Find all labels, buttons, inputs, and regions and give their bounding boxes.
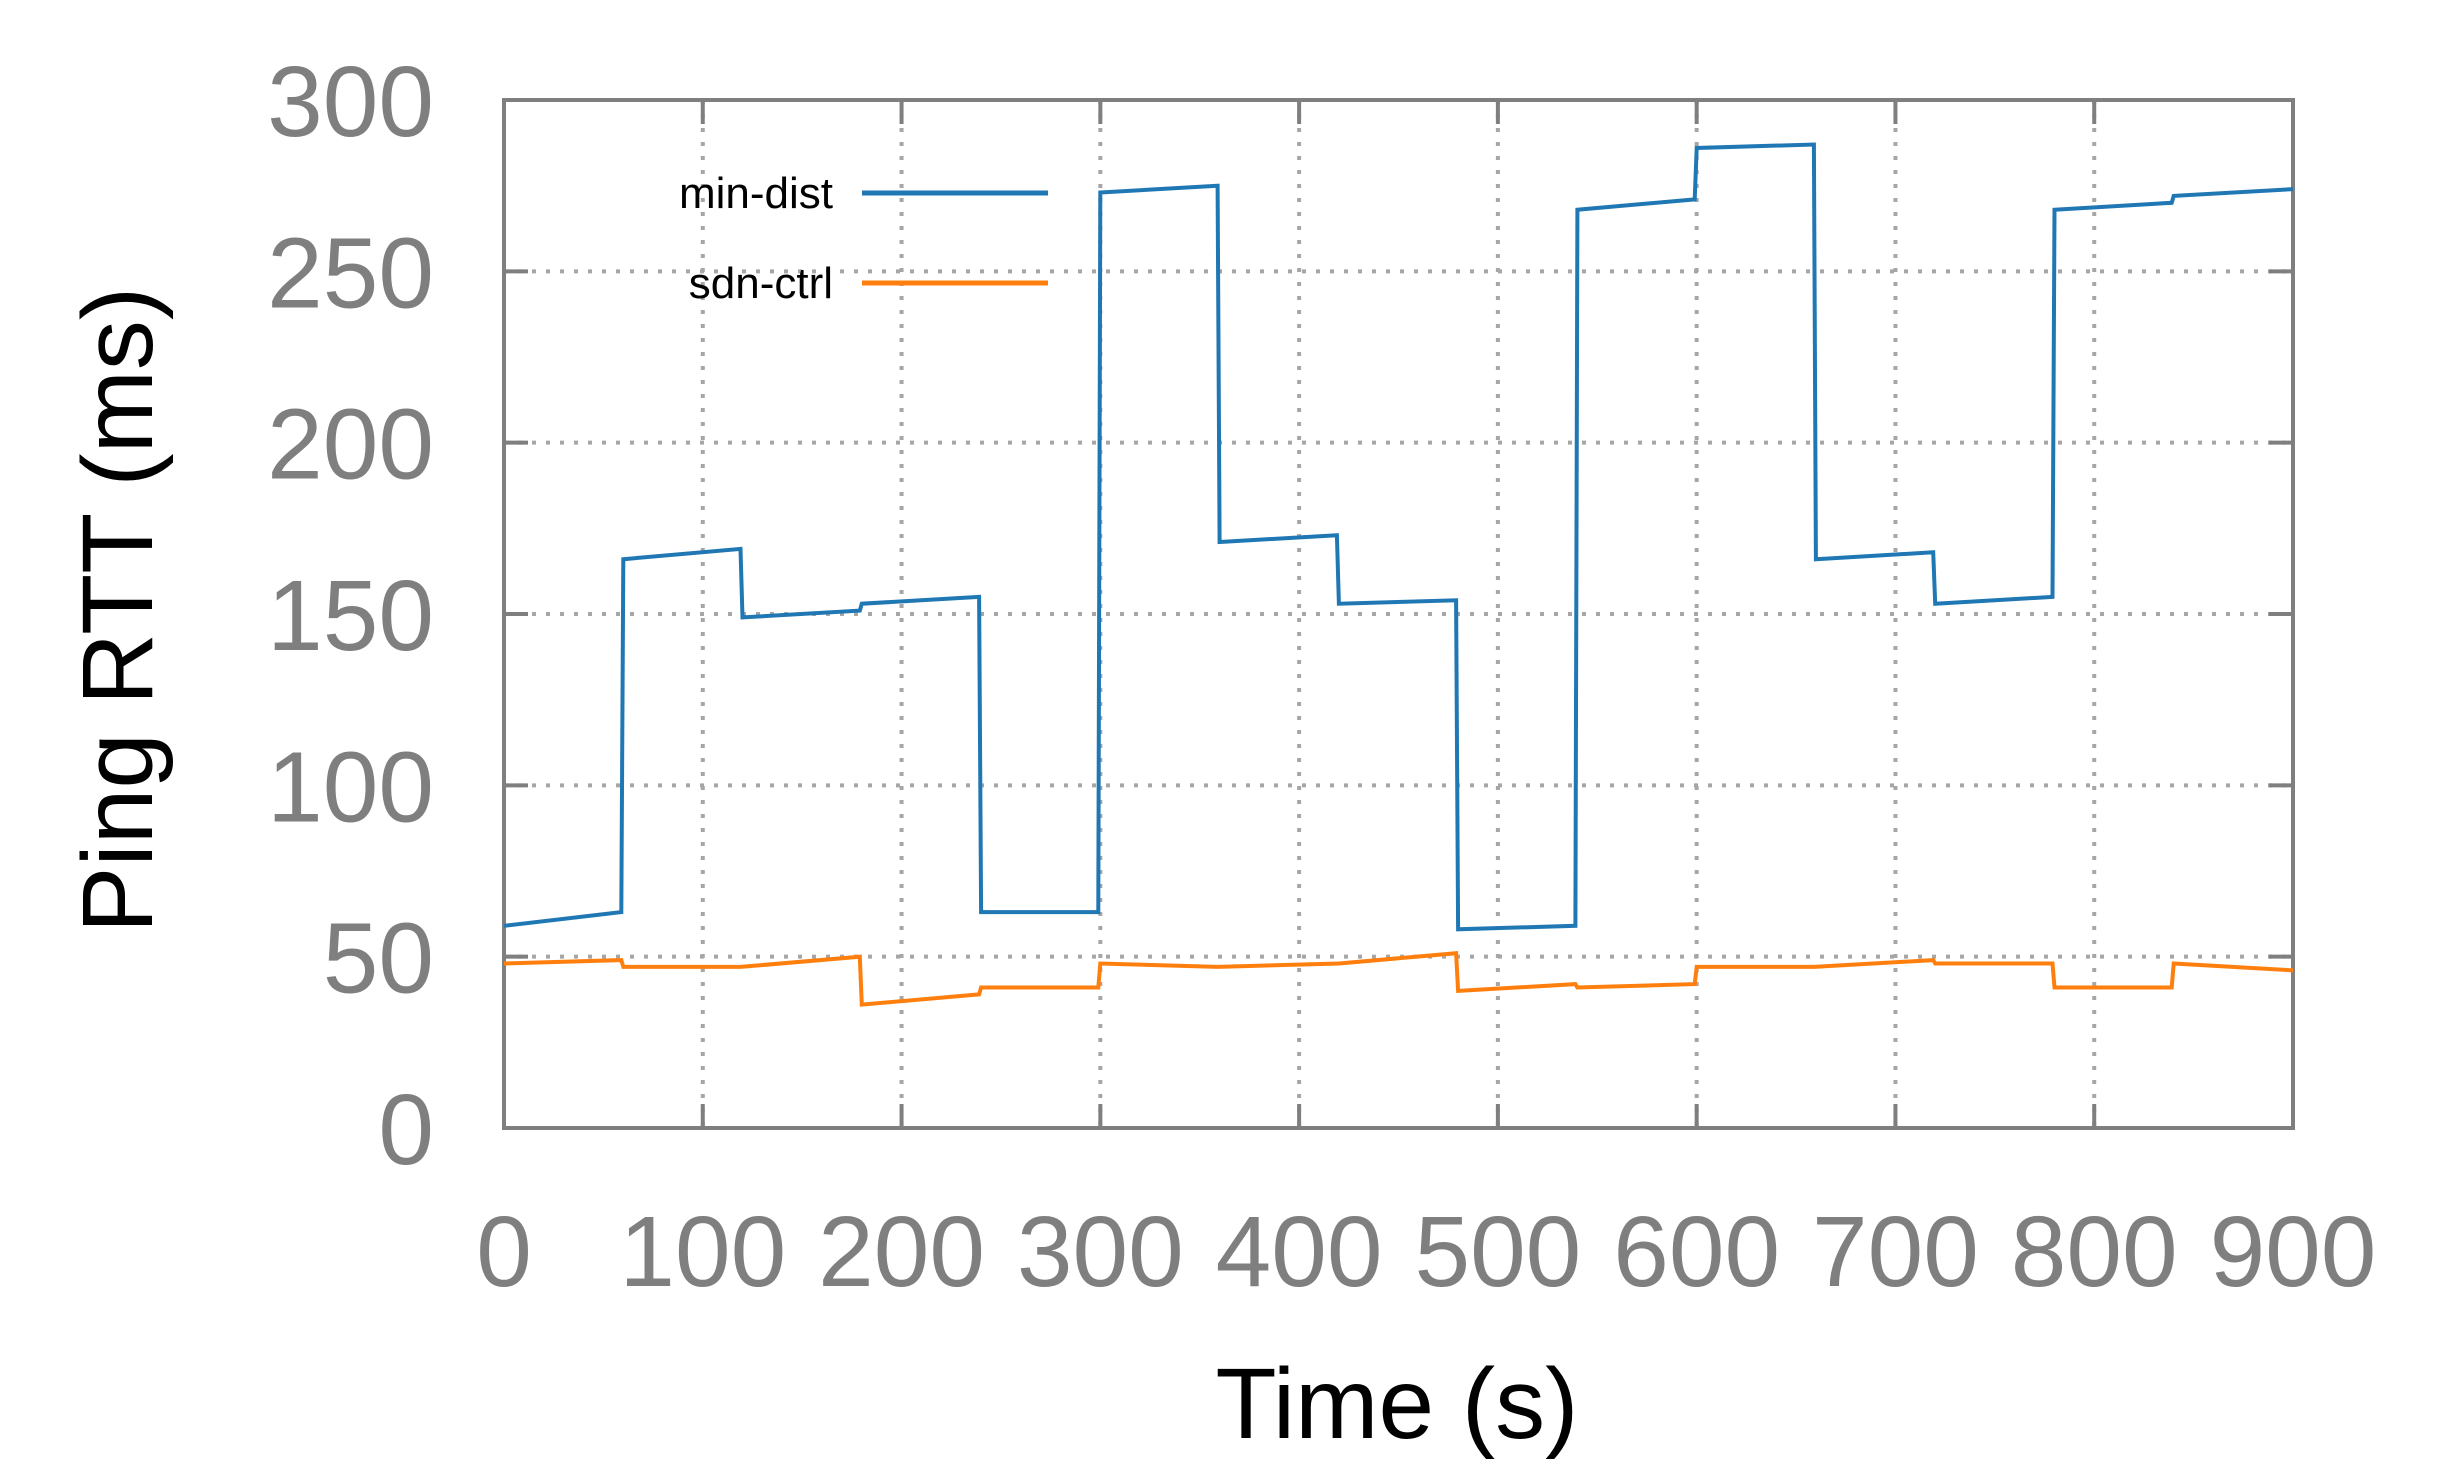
x-tick-label: 700 (1812, 1196, 1979, 1308)
y-tick-label: 50 (323, 903, 434, 1015)
x-tick-label: 0 (476, 1196, 532, 1308)
y-tick-label: 200 (267, 389, 434, 501)
series-line-min-dist (503, 142, 2294, 932)
x-tick-label: 600 (1613, 1196, 1780, 1308)
x-tick-label: 200 (818, 1196, 985, 1308)
x-tick-label: 800 (2011, 1196, 2178, 1308)
y-tick-label: 100 (267, 731, 434, 843)
y-axis-title: Ping RTT (ms) (62, 287, 174, 933)
y-tick-labels: 0 50 100 150 200 250 300 (267, 46, 434, 1186)
legend: min-dist sdn-ctrl (679, 169, 1048, 308)
x-axis-title: Time (s) (1216, 1348, 1579, 1460)
y-tick-label: 150 (267, 560, 434, 672)
y-tick-label: 250 (267, 217, 434, 329)
legend-label-min-dist: min-dist (679, 169, 833, 218)
x-tick-label: 100 (619, 1196, 786, 1308)
x-tick-labels: 0 100 200 300 400 500 600 700 800 900 (476, 1196, 2376, 1308)
plot-frame (502, 98, 2295, 1130)
axes (502, 98, 2295, 1130)
y-tick-label: 0 (378, 1074, 434, 1186)
x-tick-label: 500 (1414, 1196, 1581, 1308)
y-tick-label: 300 (267, 46, 434, 158)
grid (504, 100, 2293, 1128)
legend-label-sdn-ctrl: sdn-ctrl (689, 259, 833, 308)
x-tick-label: 300 (1017, 1196, 1184, 1308)
series-line-sdn-ctrl (503, 951, 2294, 1007)
x-tick-label: 900 (2210, 1196, 2377, 1308)
x-tick-label: 400 (1216, 1196, 1383, 1308)
series-group (503, 142, 2294, 1007)
